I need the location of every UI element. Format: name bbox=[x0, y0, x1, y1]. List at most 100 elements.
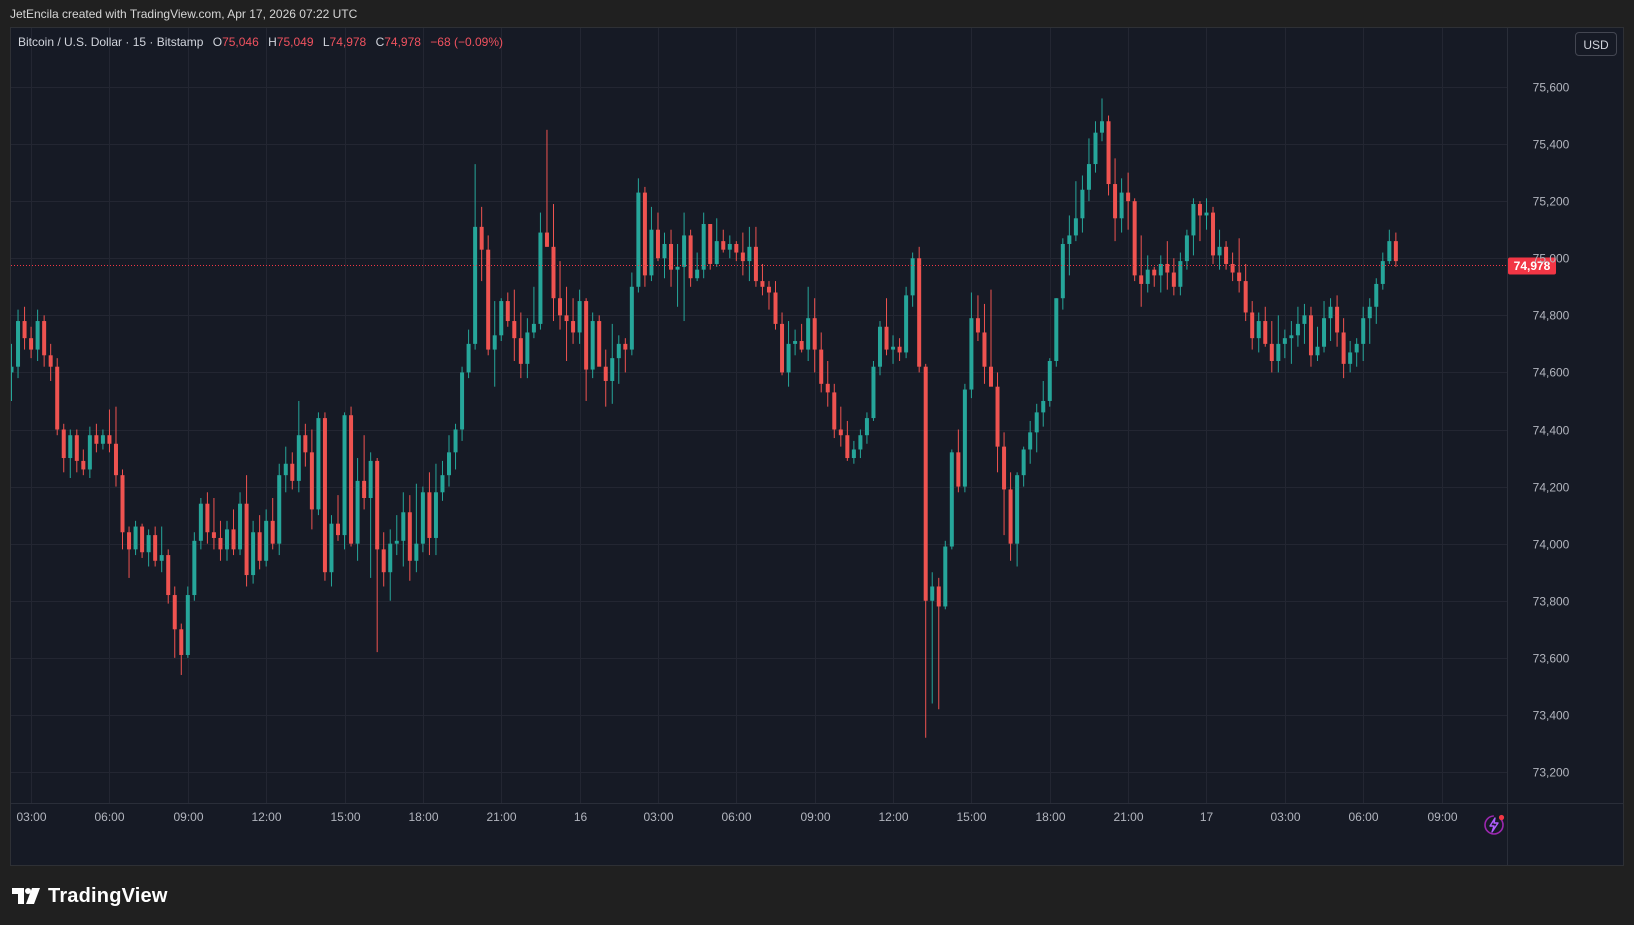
candle bbox=[838, 406, 843, 447]
x-axis-tick-label: 09:00 bbox=[173, 810, 203, 824]
candle-body bbox=[551, 246, 556, 299]
chart-frame: 74,978 73,200 73,400 73,600 73,800 74,000 74,… bbox=[10, 27, 1624, 866]
candle-body bbox=[264, 520, 269, 561]
candle-body bbox=[518, 338, 523, 364]
candle-body bbox=[884, 326, 889, 350]
candle bbox=[734, 241, 739, 262]
candle-body bbox=[375, 460, 380, 550]
candle bbox=[257, 515, 262, 570]
candle-body bbox=[100, 435, 105, 444]
candle-body bbox=[1047, 361, 1052, 401]
candle-body bbox=[734, 243, 739, 253]
candle bbox=[969, 292, 974, 399]
candle bbox=[127, 526, 132, 578]
candle-body bbox=[564, 315, 569, 322]
candle-body bbox=[153, 535, 158, 561]
candle bbox=[42, 315, 47, 367]
candle bbox=[303, 423, 308, 467]
candle bbox=[623, 338, 628, 373]
candle-body bbox=[747, 246, 752, 262]
currency-button[interactable]: USD bbox=[1575, 32, 1617, 56]
candle-body bbox=[949, 452, 954, 547]
tradingview-logo-text: TradingView bbox=[48, 884, 168, 907]
candle bbox=[1184, 229, 1189, 270]
candle-body bbox=[205, 503, 210, 533]
candle bbox=[322, 412, 327, 581]
candle-body bbox=[244, 503, 249, 576]
candle bbox=[891, 335, 896, 364]
candle bbox=[153, 526, 158, 567]
candle-body bbox=[1028, 432, 1033, 450]
candle bbox=[558, 261, 563, 330]
candle bbox=[316, 412, 321, 516]
candle-body bbox=[1335, 306, 1340, 333]
candle-body bbox=[11, 366, 14, 373]
candle-body bbox=[1041, 400, 1046, 413]
symbol-description[interactable]: Bitcoin / U.S. Dollar · 15 · Bitstamp bbox=[18, 35, 204, 49]
candle-body bbox=[1204, 212, 1209, 216]
close-label: C bbox=[375, 35, 385, 49]
candle bbox=[166, 549, 171, 604]
candle-body bbox=[819, 349, 824, 384]
candle bbox=[1374, 278, 1379, 324]
candle-body bbox=[270, 520, 275, 544]
candle-body bbox=[989, 366, 993, 387]
candle-body bbox=[793, 341, 798, 344]
candle bbox=[407, 495, 412, 581]
candle bbox=[825, 361, 830, 407]
candle bbox=[433, 463, 438, 556]
candle bbox=[910, 252, 915, 307]
candle-body bbox=[113, 443, 118, 476]
candle bbox=[74, 429, 79, 473]
candle bbox=[793, 329, 798, 356]
candle bbox=[120, 469, 125, 550]
candle bbox=[512, 289, 517, 361]
candle-body bbox=[923, 366, 928, 601]
candle bbox=[420, 486, 425, 553]
candle bbox=[1387, 229, 1392, 264]
candle bbox=[198, 498, 203, 550]
candle bbox=[1152, 266, 1157, 287]
candle-body bbox=[1015, 475, 1020, 544]
candle-body bbox=[16, 321, 21, 367]
candle bbox=[218, 520, 223, 561]
candle-body bbox=[1126, 192, 1131, 202]
candle-body bbox=[1191, 204, 1196, 236]
candle-body bbox=[1113, 184, 1118, 219]
candle bbox=[1282, 329, 1287, 359]
candle bbox=[100, 429, 105, 450]
candle-body bbox=[283, 463, 288, 476]
candle bbox=[362, 435, 367, 510]
chart-reset-icon[interactable] bbox=[1481, 812, 1507, 838]
candle-body bbox=[1295, 323, 1300, 336]
candle bbox=[401, 492, 406, 567]
candle bbox=[851, 440, 856, 464]
tradingview-logo[interactable]: TradingView bbox=[12, 883, 168, 909]
candle-body bbox=[388, 543, 393, 573]
candle bbox=[917, 246, 922, 373]
candle bbox=[1073, 181, 1078, 242]
x-axis-tick-label: 12:00 bbox=[251, 810, 281, 824]
candle-body bbox=[349, 415, 354, 544]
candle bbox=[753, 226, 758, 287]
candlestick-chart[interactable]: 74,978 73,200 73,400 73,600 73,800 74,000 74,… bbox=[11, 28, 1624, 866]
candle-body bbox=[910, 258, 915, 296]
candle bbox=[1335, 295, 1340, 347]
candle bbox=[22, 306, 27, 350]
candle-body bbox=[825, 383, 830, 393]
candle-body bbox=[655, 229, 660, 259]
candle-body bbox=[917, 258, 922, 367]
candle-body bbox=[381, 549, 386, 573]
x-axis-tick-label: 06:00 bbox=[721, 810, 751, 824]
candle-body bbox=[447, 452, 452, 476]
candle bbox=[930, 572, 935, 704]
candle bbox=[1086, 138, 1091, 202]
candle bbox=[701, 212, 706, 279]
candle-body bbox=[786, 343, 791, 373]
candle-body bbox=[1119, 192, 1124, 219]
candle-body bbox=[623, 343, 628, 350]
candle-body bbox=[1165, 263, 1170, 273]
candle bbox=[1393, 232, 1398, 267]
candle bbox=[466, 329, 471, 379]
candle-body bbox=[433, 492, 438, 538]
